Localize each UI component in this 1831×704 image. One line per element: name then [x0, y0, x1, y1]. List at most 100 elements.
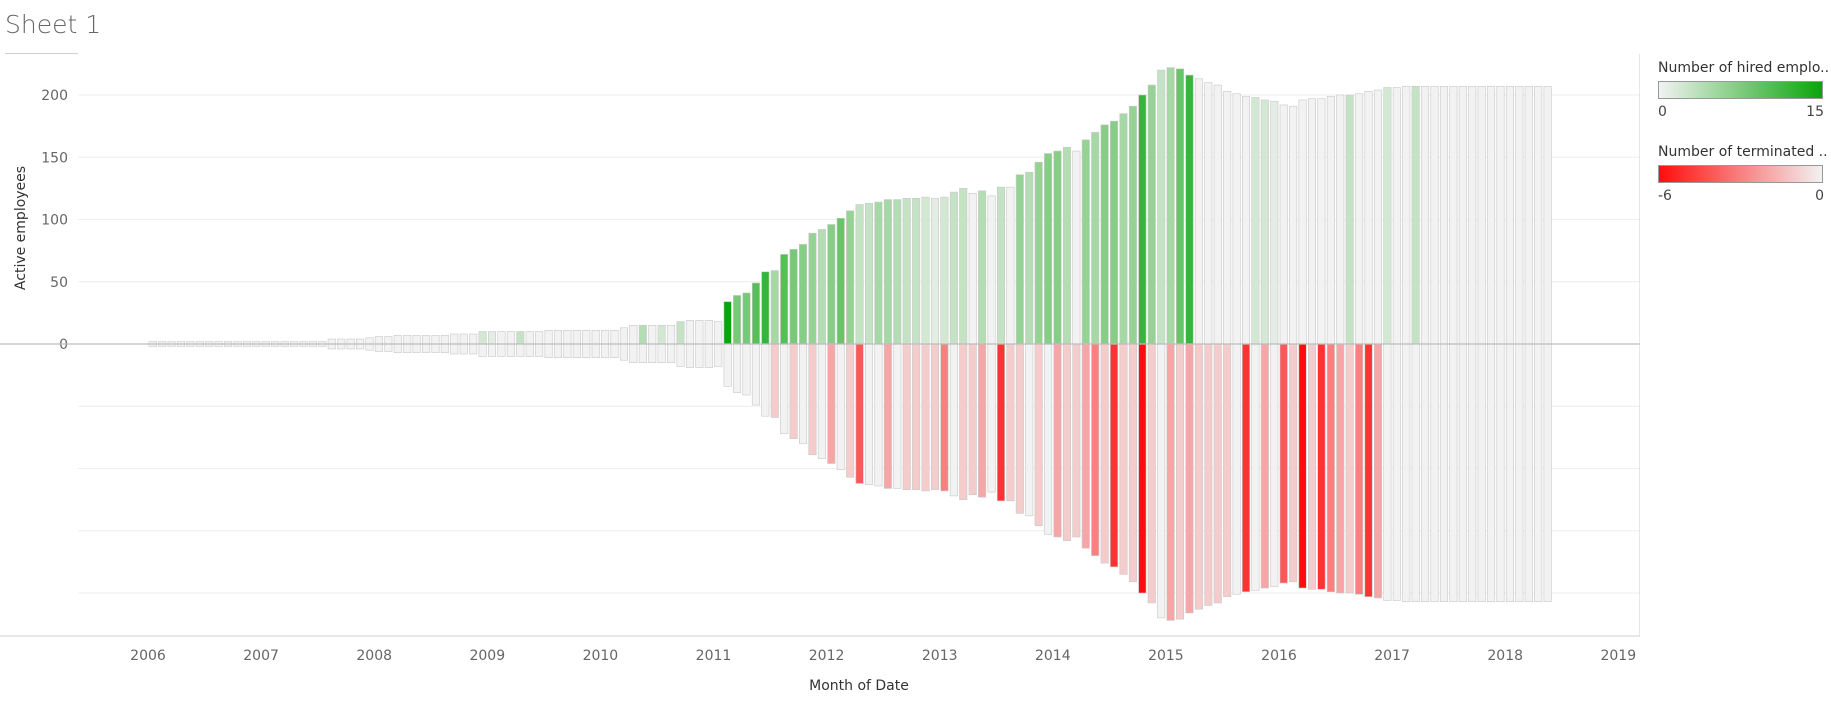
bar-hired [1194, 78, 1203, 345]
bar-terminated [563, 343, 572, 358]
bar-hired [996, 186, 1005, 345]
bar-terminated [1307, 343, 1317, 590]
y-tick-label: 50 [50, 275, 68, 291]
bar-terminated [1487, 343, 1496, 603]
bar-hired [949, 191, 958, 345]
bar-terminated [1505, 343, 1514, 603]
bar-hired [1110, 120, 1119, 345]
bar-hired [959, 188, 968, 345]
bar-terminated [1025, 343, 1034, 517]
bar-terminated [1091, 343, 1100, 556]
bar-hired [827, 224, 836, 345]
bar-terminated [638, 343, 647, 363]
bar-hired [1072, 150, 1081, 345]
bar-terminated [714, 343, 723, 367]
bar-terminated [648, 343, 657, 363]
x-tick-label: 2007 [243, 648, 279, 664]
bar-terminated [949, 343, 958, 497]
bar-terminated [846, 343, 855, 478]
bar-hired [1119, 113, 1128, 345]
x-tick-label: 2018 [1487, 648, 1523, 664]
bar-terminated [827, 343, 836, 464]
bar-hired [412, 334, 421, 345]
bar-terminated [799, 343, 808, 444]
bar-terminated [1138, 343, 1147, 594]
bar-terminated [704, 343, 713, 368]
bar-terminated [1119, 343, 1128, 575]
bar-hired [1543, 85, 1552, 345]
bar-terminated [1062, 343, 1071, 542]
y-tick-label: 200 [41, 88, 68, 104]
bar-terminated [497, 343, 506, 357]
bar-terminated [403, 343, 412, 354]
bar-hired [1487, 85, 1496, 345]
bar-hired [553, 330, 563, 345]
bar-hired [723, 301, 732, 345]
legend-terminated-min: -6 [1658, 188, 1672, 204]
y-axis-title: Active employees [13, 166, 29, 290]
bar-hired [921, 196, 930, 345]
bar-terminated [629, 343, 638, 363]
bar-hired [1081, 139, 1090, 345]
bar-terminated [1543, 343, 1552, 603]
bar-hired [1138, 94, 1147, 345]
bar-hired [346, 338, 355, 345]
bar-terminated [469, 343, 478, 355]
x-tick-label: 2009 [469, 648, 505, 664]
bar-terminated [1373, 343, 1382, 599]
bar-hired [1213, 84, 1222, 345]
bar-terminated [1176, 343, 1185, 620]
bar-terminated [1298, 343, 1307, 589]
bar-terminated [601, 343, 610, 358]
bar-terminated [412, 343, 421, 354]
bar-hired [1411, 85, 1420, 345]
bar-terminated [1110, 343, 1119, 568]
bar-hired [742, 292, 751, 345]
bar-terminated [1100, 343, 1109, 564]
bar-hired [1185, 74, 1194, 345]
bar-terminated [1270, 343, 1279, 588]
bar-terminated [1411, 343, 1420, 603]
bar-terminated [440, 343, 449, 354]
bar-terminated [1515, 343, 1524, 603]
bar-terminated [1072, 343, 1081, 538]
bar-hired [1307, 98, 1317, 345]
bar-hired [1270, 100, 1279, 345]
bar-hired [601, 330, 610, 345]
bar-terminated [808, 343, 817, 456]
bar-terminated [384, 343, 393, 352]
bar-hired [506, 331, 515, 345]
bar-hired [1006, 186, 1015, 345]
bar-terminated [742, 343, 751, 396]
bar-terminated [1392, 343, 1401, 601]
bar-terminated [610, 343, 619, 358]
bar-hired [393, 334, 402, 345]
x-axis-title: Month of Date [809, 678, 909, 694]
bar-terminated [572, 343, 581, 358]
x-tick-label: 2014 [1035, 648, 1071, 664]
bar-hired [1298, 99, 1307, 345]
legend-hired-title: Number of hired emplo.. [1658, 60, 1828, 76]
x-tick-label: 2008 [356, 648, 392, 664]
bar-terminated [591, 343, 600, 358]
bar-hired [374, 336, 383, 345]
bar-hired [619, 327, 628, 345]
x-tick-label: 2011 [696, 648, 732, 664]
bar-hired [365, 337, 374, 345]
bar-hired [1100, 124, 1109, 345]
bar-hired [704, 320, 713, 345]
bar-terminated [356, 343, 365, 350]
bar-hired [337, 338, 346, 345]
bar-hired [789, 249, 798, 345]
x-tick-label: 2006 [130, 648, 166, 664]
bar-hired [516, 331, 525, 345]
bar-hired [487, 331, 497, 345]
bar-hired [1336, 94, 1345, 345]
bar-hired [327, 338, 336, 345]
bar-terminated [393, 343, 402, 354]
bar-terminated [1355, 343, 1364, 595]
legend-terminated-title: Number of terminated .. [1658, 144, 1828, 160]
bar-terminated [836, 343, 845, 471]
bar-terminated [1015, 343, 1024, 514]
bar-terminated [1439, 343, 1448, 603]
